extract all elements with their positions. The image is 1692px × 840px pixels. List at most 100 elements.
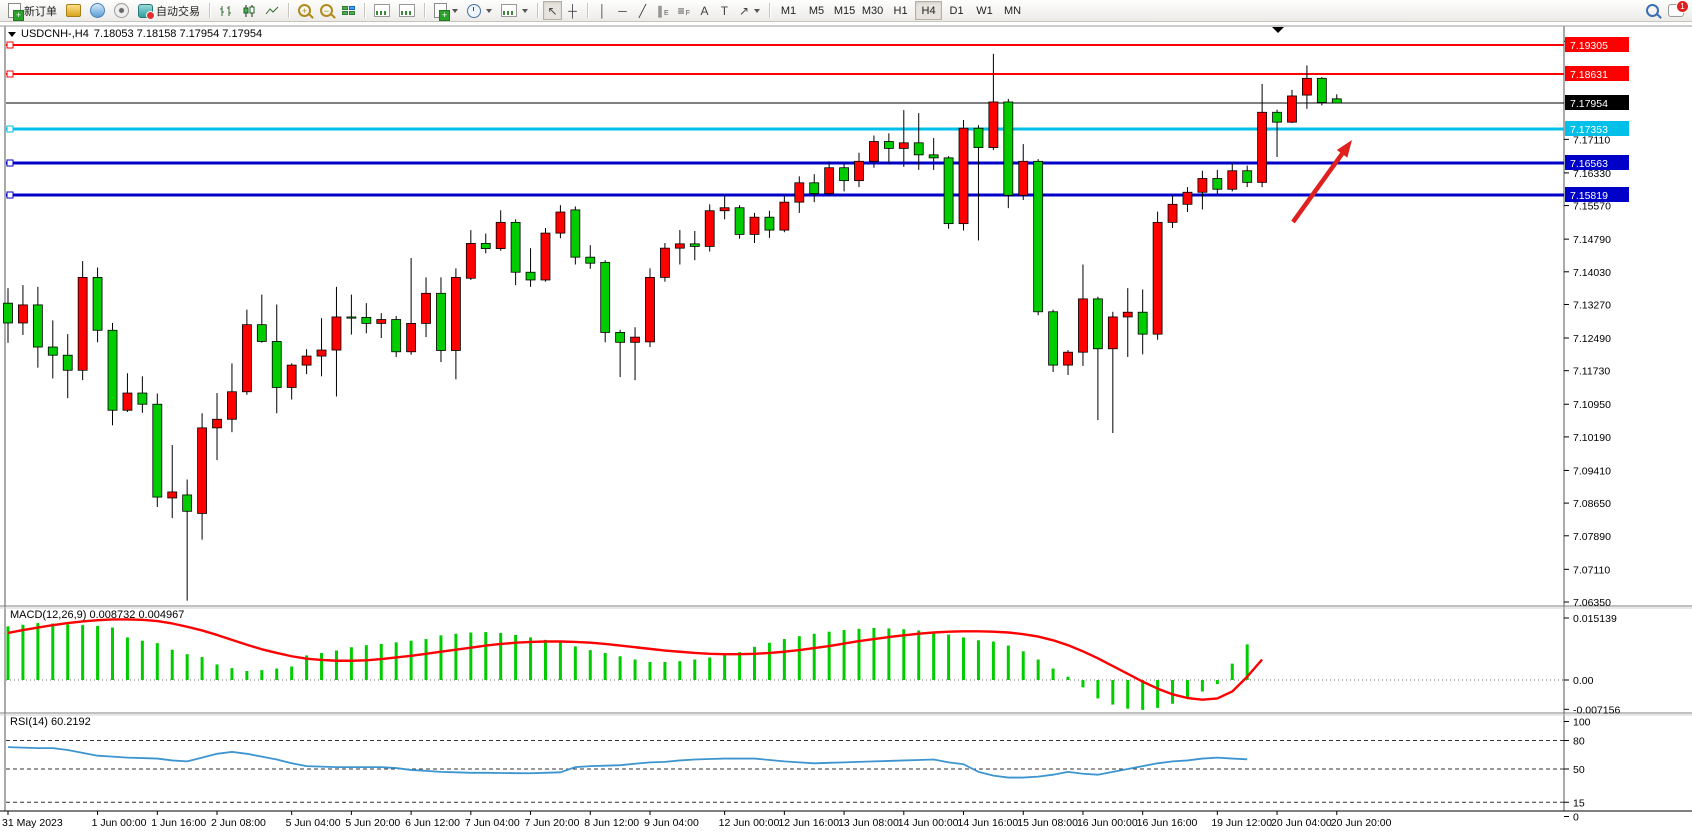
candle-body	[943, 157, 954, 225]
tile-windows-button[interactable]	[338, 1, 359, 20]
zoom-out-icon: −	[320, 4, 333, 17]
candle-body	[18, 304, 28, 324]
chat-icon: 1	[1668, 0, 1689, 17]
candlesticks-button[interactable]	[238, 1, 260, 20]
line-anchor-marker[interactable]	[6, 159, 14, 167]
svg-text:1 Jun 00:00: 1 Jun 00:00	[92, 817, 147, 829]
navigator-button[interactable]	[86, 1, 109, 20]
arrows-tool-button[interactable]: ↗	[735, 1, 764, 20]
line-anchor-marker[interactable]	[6, 125, 14, 133]
candle-body	[376, 319, 387, 324]
zoom-in-button[interactable]: +	[294, 1, 315, 20]
new-chart-button[interactable]: +	[430, 1, 462, 21]
chart-shift-button[interactable]	[395, 1, 419, 20]
new-order-button[interactable]: + 新订单	[4, 1, 61, 21]
trendline-button[interactable]: ╱	[633, 1, 652, 20]
market-watch-button[interactable]	[62, 1, 85, 20]
templates-button[interactable]	[497, 1, 532, 20]
candle-body	[674, 243, 685, 249]
candle-body	[540, 232, 551, 281]
candle-body	[958, 127, 969, 225]
panel-frame	[0, 25, 1692, 812]
tf-m5-button[interactable]: M5	[803, 1, 830, 20]
autotrading-label: 自动交易	[156, 5, 200, 18]
candle-body	[227, 391, 237, 420]
svg-text:0.015139: 0.015139	[1573, 613, 1617, 625]
candle-body	[47, 346, 58, 356]
candle-body	[1182, 191, 1193, 205]
cursor-tool-button[interactable]: ↖	[543, 1, 562, 20]
svg-text:12 Jun 00:00: 12 Jun 00:00	[719, 817, 780, 829]
new-order-label: 新订单	[24, 5, 57, 18]
equidistant-channel-button[interactable]: ∥ E	[653, 1, 673, 20]
autotrading-button[interactable]: 自动交易	[134, 1, 204, 20]
price-badge	[1565, 121, 1629, 136]
channel-sub-label: E	[664, 10, 669, 17]
tf-w1-button[interactable]: W1	[971, 1, 998, 20]
svg-text:13 Jun 08:00: 13 Jun 08:00	[838, 817, 899, 829]
candle-body	[1331, 98, 1342, 104]
tf-h1-button[interactable]: H1	[887, 1, 914, 20]
notifications-button[interactable]: 1	[1664, 0, 1689, 20]
candle-body	[465, 243, 476, 279]
crosshair-tool-button[interactable]: ┼	[563, 1, 582, 20]
toolbar: + 新订单 自动交易 + − + ↖ ┼ │ ─ ╱ ∥ E ≡ F A	[0, 0, 1692, 22]
candle-body	[555, 211, 566, 234]
svg-text:12 Jun 16:00: 12 Jun 16:00	[778, 817, 839, 829]
candle-body	[391, 319, 402, 353]
candles-layer	[3, 53, 1342, 601]
tf-d1-button[interactable]: D1	[943, 1, 970, 20]
candle-body	[62, 354, 73, 371]
candle-body	[137, 392, 148, 405]
search-button[interactable]	[1642, 1, 1663, 20]
trend-arrow[interactable]	[1291, 140, 1352, 224]
candle-body	[1048, 311, 1058, 366]
tf-h4-button[interactable]: H4	[915, 1, 943, 20]
label-icon: T	[720, 3, 729, 18]
svg-text:80: 80	[1573, 736, 1585, 748]
shift-marker	[1272, 27, 1284, 33]
periods-button[interactable]	[463, 1, 496, 20]
tf-m1-button[interactable]: M1	[775, 1, 802, 20]
zoom-out-button[interactable]: −	[316, 1, 337, 20]
toolbar-separator	[587, 3, 588, 18]
macd-signal-line	[7, 618, 1264, 701]
scroll-to-end-button[interactable]	[370, 1, 394, 20]
signals-button[interactable]	[110, 1, 133, 20]
fibonacci-button[interactable]: ≡ F	[674, 1, 694, 20]
candle-body	[122, 392, 133, 411]
candle-body	[212, 418, 222, 429]
candle-body	[1272, 111, 1282, 123]
horizontal-line-button[interactable]: ─	[613, 1, 632, 20]
svg-text:15: 15	[1573, 797, 1585, 809]
svg-text:7 Jun 20:00: 7 Jun 20:00	[525, 817, 580, 829]
vertical-line-button[interactable]: │	[593, 1, 612, 20]
tf-mn-button[interactable]: MN	[999, 1, 1026, 20]
svg-text:7.12490: 7.12490	[1573, 333, 1611, 345]
candle-body	[615, 332, 626, 343]
line-anchor-marker[interactable]	[6, 41, 14, 49]
line-anchor-marker[interactable]	[6, 70, 14, 78]
tf-m30-button[interactable]: M30	[859, 1, 886, 20]
candle-body	[1018, 160, 1029, 196]
svg-text:7.09410: 7.09410	[1573, 465, 1611, 477]
text-tool-button[interactable]: A	[695, 1, 714, 20]
horizontal-price-lines[interactable]	[6, 41, 1564, 199]
line-chart-button[interactable]	[261, 1, 283, 20]
notification-badge: 1	[1676, 0, 1689, 13]
cursor-icon: ↖	[547, 3, 558, 18]
line-anchor-marker[interactable]	[6, 191, 14, 199]
tf-m15-button[interactable]: M15	[831, 1, 858, 20]
label-tool-button[interactable]: T	[715, 1, 734, 20]
candle-body	[824, 167, 835, 194]
svg-text:0: 0	[1573, 812, 1579, 824]
candle-body	[421, 292, 431, 324]
candle-body	[1287, 95, 1297, 123]
candle-body	[241, 324, 252, 393]
toolbar-separator	[209, 3, 210, 18]
ohlc-bars-button[interactable]	[215, 1, 237, 20]
candle-body	[660, 247, 670, 278]
svg-text:16 Jun 00:00: 16 Jun 00:00	[1077, 817, 1138, 829]
svg-text:20 Jun 04:00: 20 Jun 04:00	[1271, 817, 1332, 829]
